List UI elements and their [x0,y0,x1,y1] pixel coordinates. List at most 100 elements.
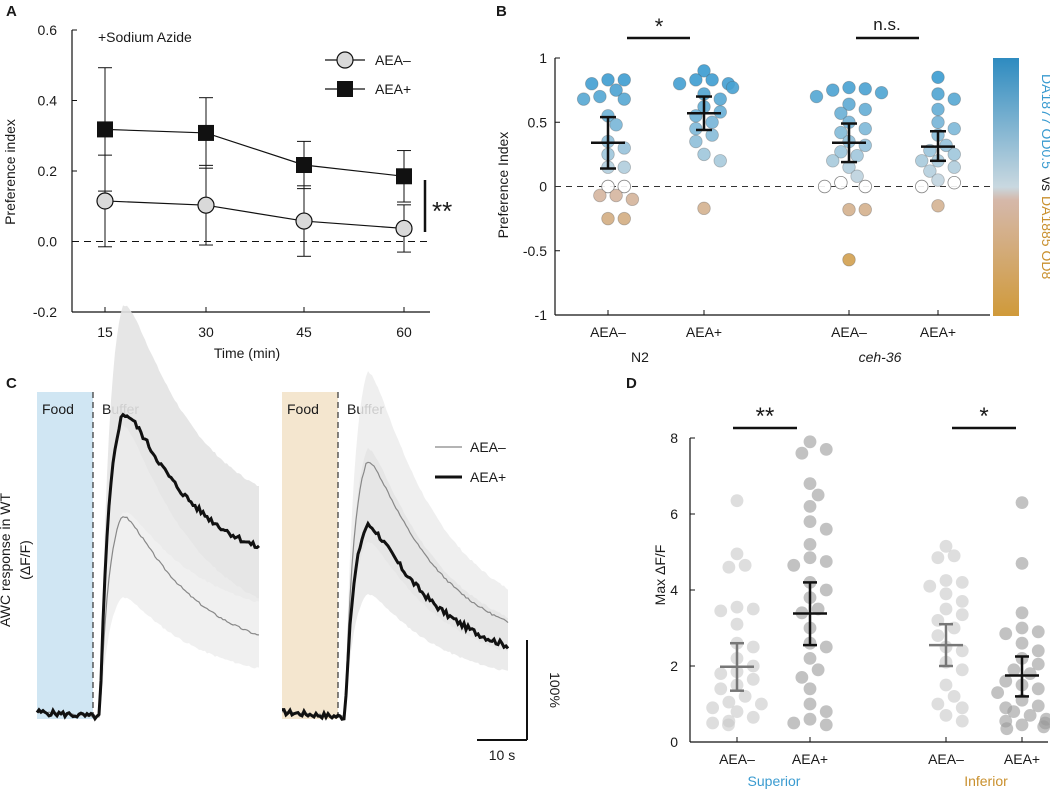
d-data-point [931,629,944,642]
b-data-point [826,155,839,168]
panel-a-legend: AEA– AEA+ [325,52,411,97]
d-data-point [940,603,953,616]
colorbar-label-vs: vs [1039,177,1050,191]
d-data-point [956,595,969,608]
b-data-point [859,122,872,135]
b-data-point [859,103,872,116]
panel-b-plot: 10.50-0.5-1AEA– AEA+ AEA– AEA+ [523,50,990,340]
b-data-point [826,84,839,97]
panel-d-ylabel: Max ΔF/F [652,545,668,606]
a-ytick-label: 0.6 [38,22,58,38]
b-xtick-label: AEA– [831,324,867,340]
b-data-point [843,203,856,216]
b-data-point [859,83,872,96]
d-xtick-label: AEA– [719,751,755,767]
d-xtick-label: AEA+ [1004,751,1040,767]
panel-d-group-superior: Superior [748,773,801,789]
food-label-1: Food [42,401,74,417]
b-data-point [618,93,631,106]
b-data-point [915,155,928,168]
d-ytick-label: 6 [670,506,678,522]
b-data-point [577,93,590,106]
b-data-point [690,74,703,87]
colorbar-label-top: DA1877 OD0.5 [1039,74,1050,169]
panel-b: B 10.50-0.5-1AEA– AEA+ AEA– AEA+ Preference… [495,3,1050,365]
b-data-point [618,74,631,87]
d-data-point [956,576,969,589]
panel-d-plot: 8 6 4 2 0 AEA– AEA+ AEA– AEA+ [670,430,1050,767]
d-data-point [787,717,800,730]
legend-label-aea-minus: AEA– [375,52,411,68]
b-data-point [690,110,703,123]
b-data-point [932,103,945,116]
colorbar [993,58,1019,316]
d-data-point [804,538,817,551]
d-data-point [999,627,1012,640]
legend-square-marker [337,81,353,97]
a-xtick-label: 60 [396,324,412,340]
b-data-point [706,74,719,87]
d-data-point [747,711,760,724]
panel-c-legend: AEA– AEA+ [435,439,506,485]
d-data-point [804,551,817,564]
b-data-point [626,193,639,206]
b-data-point [835,176,848,189]
b-data-point [690,135,703,148]
panel-d-sig-2: * [979,403,988,430]
d-data-point [812,663,825,676]
d-data-point [795,671,808,684]
panel-b-label: B [496,3,507,20]
b-xtick-label: AEA– [590,324,626,340]
d-data-point [722,561,735,574]
d-data-point [747,641,760,654]
b-ytick-label: -1 [535,307,548,323]
d-data-point [931,551,944,564]
d-data-point [956,663,969,676]
b-data-point [843,253,856,266]
b-ytick-label: 0.5 [528,114,548,130]
a-point-aea-minus [396,220,412,236]
food-band-2 [282,392,338,719]
panel-a-ylabel: Preference index [2,119,18,225]
b-data-point [610,189,623,202]
d-data-point [804,698,817,711]
b-data-point [698,202,711,215]
d-ytick-label: 8 [670,430,678,446]
panel-a-sig: ** [432,196,452,226]
d-data-point [940,587,953,600]
d-data-point [731,548,744,561]
d-data-point [820,443,833,456]
d-data-point [706,717,719,730]
b-data-point [851,149,864,162]
a-xtick-label: 30 [198,324,214,340]
d-data-point [1016,606,1029,619]
panel-c-plot [37,305,508,719]
b-data-point [843,81,856,94]
d-ytick-label: 0 [670,734,678,750]
a-series-line [105,201,404,228]
d-data-point [1037,720,1050,733]
a-ytick-label: 0.2 [38,163,58,179]
b-xtick-label: AEA+ [686,324,722,340]
d-data-point [1000,722,1013,735]
d-data-point [804,652,817,665]
b-data-point [932,174,945,187]
b-data-point [948,148,961,161]
panel-a-label: A [6,3,17,20]
a-xtick-label: 15 [97,324,113,340]
a-ytick-label: 0.4 [38,93,58,109]
b-data-point [915,180,928,193]
panel-b-ylabel: Preference Index [495,132,511,239]
b-data-point [618,161,631,174]
b-data-point [932,116,945,129]
b-data-point [602,74,615,87]
d-data-point [940,679,953,692]
b-data-point [714,106,727,119]
d-data-point [804,713,817,726]
panel-a-plot: 0.6 0.4 0.2 0.0 -0.2 15 30 45 60 [33,22,430,340]
d-xtick-label: AEA– [928,751,964,767]
panel-a-xlabel: Time (min) [214,345,280,361]
panel-c: C Food Buffer Food Buffer AEA– AEA+ AWC … [0,305,563,763]
d-data-point [956,701,969,714]
d-data-point [731,618,744,631]
